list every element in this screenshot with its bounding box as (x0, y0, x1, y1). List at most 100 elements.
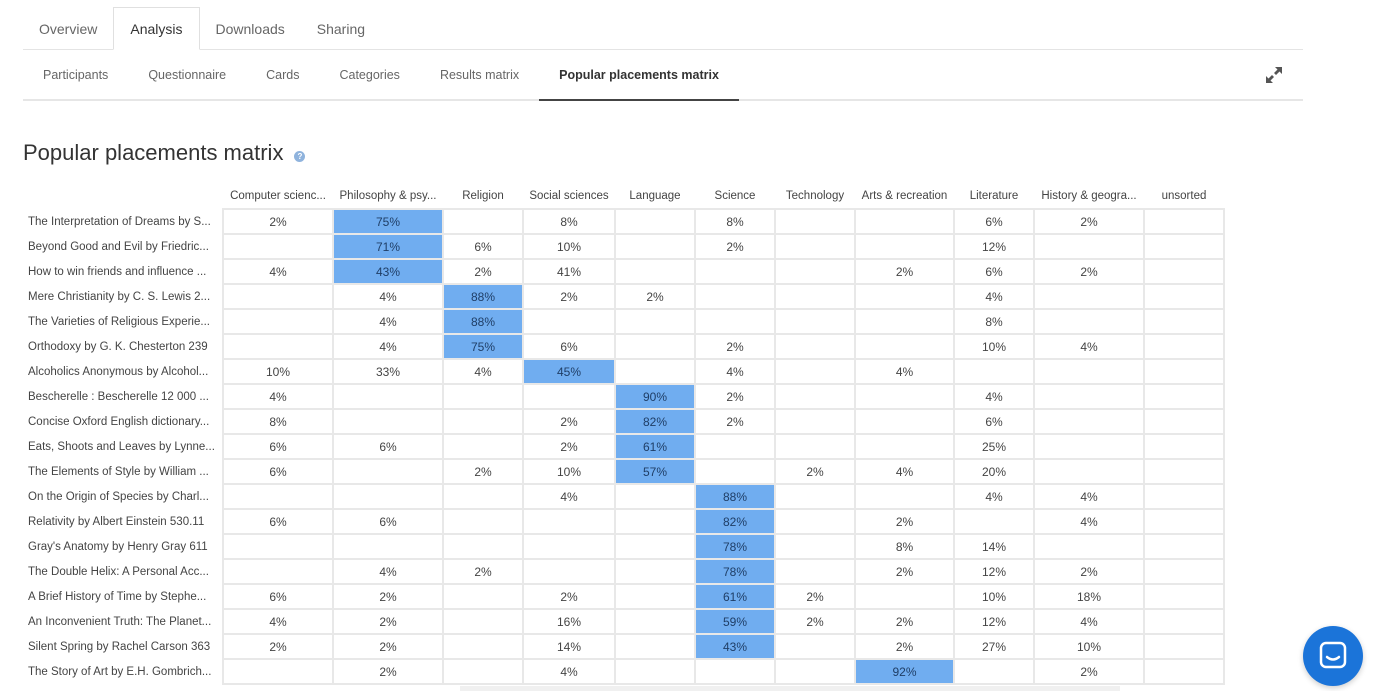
matrix-cell (774, 333, 856, 360)
page-title-text: Popular placements matrix (23, 140, 284, 165)
matrix-cell (1143, 458, 1225, 485)
subtab-categories[interactable]: Categories (339, 67, 400, 82)
matrix-cell: 6% (442, 233, 524, 260)
matrix-cell (1033, 408, 1145, 435)
column-header[interactable]: Language (629, 190, 681, 202)
row-card-label[interactable]: A Brief History of Time by Stephe... (28, 590, 207, 603)
matrix-cell (614, 508, 696, 535)
matrix-cell (1143, 258, 1225, 285)
matrix-cell: 4% (332, 333, 444, 360)
column-header[interactable]: Technology (785, 190, 845, 202)
matrix-cell: 16% (522, 608, 616, 635)
row-card-label[interactable]: Alcoholics Anonymous by Alcohol... (28, 365, 209, 378)
matrix-cell: 2% (1033, 208, 1145, 235)
matrix-cell (854, 208, 955, 235)
row-card-label[interactable]: Relativity by Albert Einstein 530.11 (28, 515, 205, 528)
matrix-cell: 43% (332, 258, 444, 285)
matrix-cell (522, 508, 616, 535)
column-header[interactable]: Computer scienc... (230, 190, 326, 202)
tab-sharing[interactable]: Sharing (316, 20, 366, 37)
subtab-popular-placements-matrix[interactable]: Popular placements matrix (539, 50, 739, 101)
row-card-label[interactable]: Mere Christianity by C. S. Lewis 2... (28, 290, 211, 303)
matrix-cell: 4% (1033, 508, 1145, 535)
row-card-label[interactable]: Eats, Shoots and Leaves by Lynne... (28, 440, 215, 453)
row-card-label[interactable]: An Inconvenient Truth: The Planet... (28, 615, 212, 628)
matrix-cell (694, 308, 776, 335)
table-row: Orthodoxy by G. K. Chesterton 239 4% 75% 6%… (23, 333, 1225, 360)
row-card-label[interactable]: The Story of Art by E.H. Gombrich... (28, 665, 212, 678)
table-row: Eats, Shoots and Leaves by Lynne... 6% 6% 2… (23, 433, 1225, 460)
row-card-label[interactable]: Silent Spring by Rachel Carson 363 (28, 640, 211, 653)
column-header[interactable]: Philosophy & psy... (339, 190, 437, 202)
matrix-cell: 2% (694, 408, 776, 435)
matrix-cell: 4% (953, 483, 1035, 510)
matrix-cell (1143, 558, 1225, 585)
matrix-cell (774, 408, 856, 435)
column-header[interactable]: History & geogra... (1041, 190, 1137, 202)
matrix-cell (774, 283, 856, 310)
tab-overview[interactable]: Overview (39, 20, 98, 37)
matrix-cell (694, 658, 776, 685)
row-card-label[interactable]: Bescherelle : Bescherelle 12 000 ... (28, 390, 209, 403)
row-card-label[interactable]: The Elements of Style by William ... (28, 465, 209, 478)
row-card-label[interactable]: The Varieties of Religious Experie... (28, 315, 210, 328)
matrix-cell: 43% (694, 633, 776, 660)
matrix-cell: 2% (332, 583, 444, 610)
subtab-results-matrix[interactable]: Results matrix (439, 67, 520, 82)
row-card-label[interactable]: Beyond Good and Evil by Friedric... (28, 240, 209, 253)
matrix-cell: 2% (332, 608, 444, 635)
row-card-label[interactable]: Orthodoxy by G. K. Chesterton 239 (28, 340, 208, 353)
matrix-cell: 4% (953, 383, 1035, 410)
subtab-questionnaire[interactable]: Questionnaire (148, 67, 227, 82)
matrix-cell (774, 208, 856, 235)
row-card-label[interactable]: The Double Helix: A Personal Acc... (28, 565, 209, 578)
expand-fullscreen-icon[interactable] (1263, 64, 1285, 86)
subtab-cards[interactable]: Cards (266, 67, 300, 82)
column-header[interactable]: Arts & recreation (861, 190, 948, 202)
column-header[interactable]: Literature (969, 190, 1019, 202)
row-card-label[interactable]: How to win friends and influence ... (28, 265, 207, 278)
chat-launcher-button[interactable] (1303, 626, 1363, 686)
matrix-cell: 2% (522, 408, 616, 435)
matrix-cell: 2% (774, 583, 856, 610)
matrix-cell: 2% (522, 433, 616, 460)
column-header[interactable]: Social sciences (529, 190, 609, 202)
row-card-label[interactable]: Gray's Anatomy by Henry Gray 611 (28, 540, 208, 553)
matrix-cell: 88% (694, 483, 776, 510)
matrix-cell: 4% (442, 358, 524, 385)
matrix-cell: 78% (694, 558, 776, 585)
matrix-cell: 2% (854, 558, 955, 585)
row-card-label[interactable]: Concise Oxford English dictionary... (28, 415, 210, 428)
matrix-cell (854, 483, 955, 510)
table-row: The Story of Art by E.H. Gombrich... 2% 4%… (23, 658, 1225, 685)
matrix-cell (614, 483, 696, 510)
matrix-cell (614, 333, 696, 360)
help-icon[interactable]: ? (294, 150, 306, 162)
subtab-participants[interactable]: Participants (43, 67, 109, 82)
matrix-cell (442, 508, 524, 535)
row-card-label[interactable]: The Interpretation of Dreams by S... (28, 215, 211, 228)
matrix-cell (614, 633, 696, 660)
matrix-cell (1143, 233, 1225, 260)
matrix-cell (1033, 458, 1145, 485)
column-header[interactable]: Religion (462, 190, 504, 202)
matrix-cell: 6% (222, 583, 334, 610)
matrix-cell: 8% (222, 408, 334, 435)
matrix-cell: 8% (522, 208, 616, 235)
table-row: Mere Christianity by C. S. Lewis 2... 4% 8… (23, 283, 1225, 310)
tab-downloads[interactable]: Downloads (215, 20, 285, 37)
matrix-cell: 2% (1033, 558, 1145, 585)
matrix-cell (522, 383, 616, 410)
column-header[interactable]: Science (714, 190, 756, 202)
matrix-cell: 82% (694, 508, 776, 535)
table-row: The Elements of Style by William ... 6% 2%… (23, 458, 1225, 485)
matrix-cell: 71% (332, 233, 444, 260)
matrix-cell (614, 208, 696, 235)
matrix-cell (614, 608, 696, 635)
row-card-label[interactable]: On the Origin of Species by Charl... (28, 490, 209, 503)
matrix-cell: 2% (332, 658, 444, 685)
tab-analysis[interactable]: Analysis (113, 7, 200, 50)
matrix-cell: 20% (953, 458, 1035, 485)
matrix-cell (442, 383, 524, 410)
column-header[interactable]: unsorted (1161, 190, 1207, 202)
